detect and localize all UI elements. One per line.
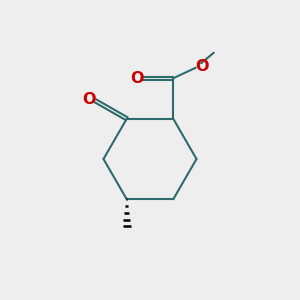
Text: O: O [195, 59, 208, 74]
Text: O: O [82, 92, 96, 107]
Text: O: O [130, 71, 143, 86]
